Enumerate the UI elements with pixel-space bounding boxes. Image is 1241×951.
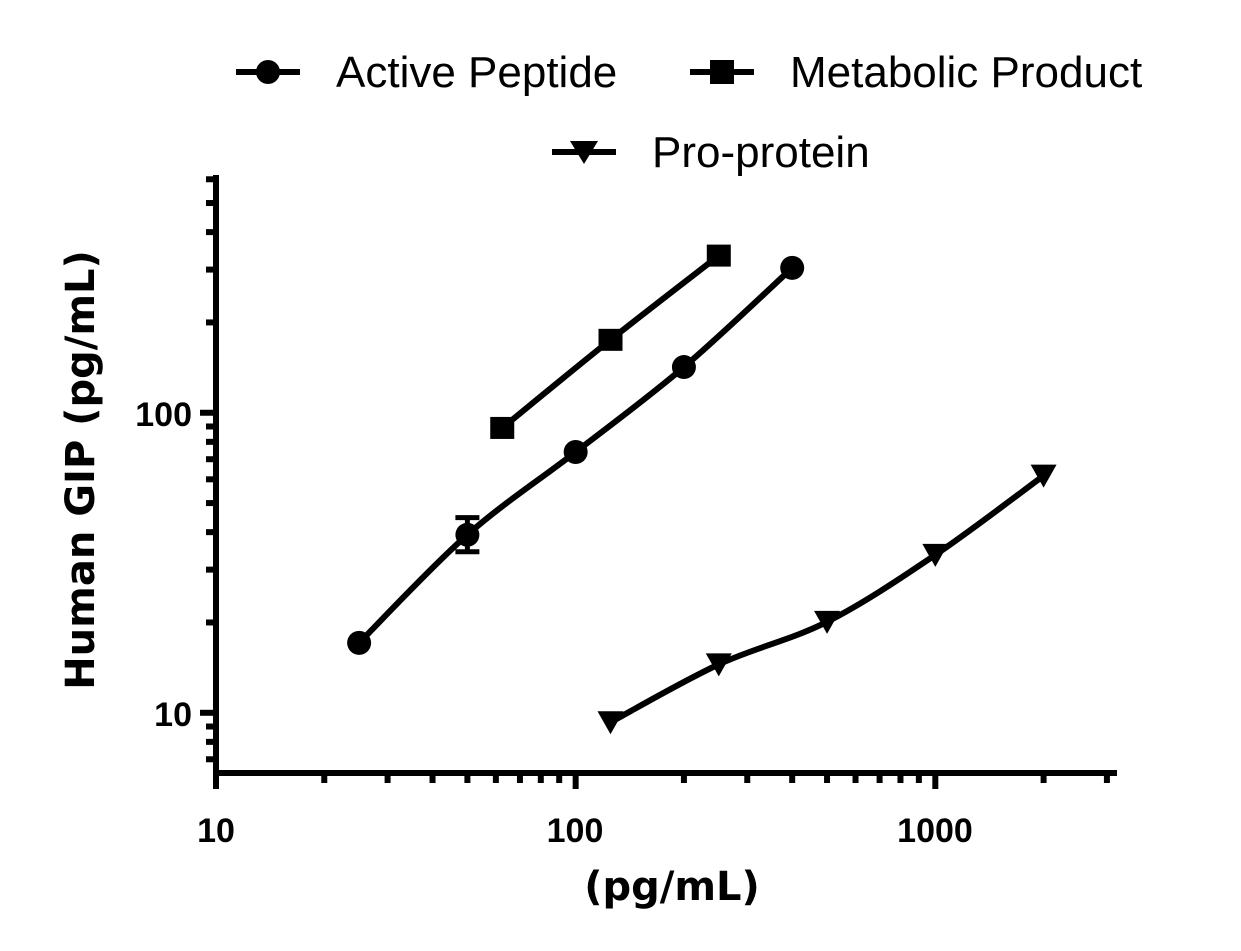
legend-label: Pro-protein: [652, 128, 870, 177]
legend-label: Metabolic Product: [790, 48, 1142, 97]
circle-marker-icon: [256, 60, 280, 84]
data-point-circle: [455, 522, 480, 547]
data-point-square: [598, 328, 623, 351]
y-tick-label: 100: [135, 396, 192, 434]
x-axis-title: (pg/mL): [584, 864, 760, 910]
data-point-triangle: [705, 653, 732, 677]
legend-label: Active Peptide: [336, 48, 617, 97]
legend: Active Peptide Metabolic Product Pro-pro…: [236, 48, 1142, 177]
legend-item-metabolic-product: Metabolic Product: [690, 48, 1142, 97]
data-point-triangle: [597, 711, 624, 735]
data-point-circle: [347, 630, 372, 655]
legend-item-pro-protein: Pro-protein: [552, 128, 870, 177]
axes: [200, 175, 1117, 789]
x-tick-label: 100: [547, 812, 604, 850]
y-tick-label: 10: [154, 696, 192, 734]
data-point-triangle: [922, 543, 949, 567]
data-point-triangle: [814, 610, 841, 634]
y-axis-title: Human GIP (pg/mL): [58, 250, 104, 690]
data-point-square: [490, 416, 515, 439]
data-point-square: [706, 244, 731, 267]
series-layer: [347, 244, 1057, 735]
data-point-circle: [671, 355, 696, 380]
data-point-circle: [563, 439, 588, 464]
x-tick-label: 1000: [897, 812, 973, 850]
legend-item-active-peptide: Active Peptide: [236, 48, 617, 97]
x-tick-label: 10: [197, 812, 235, 850]
triangle-marker-icon: [570, 141, 598, 164]
series-line-2: [609, 473, 1046, 725]
square-marker-icon: [710, 60, 734, 84]
data-point-circle: [780, 255, 805, 280]
data-point-triangle: [1030, 464, 1057, 488]
